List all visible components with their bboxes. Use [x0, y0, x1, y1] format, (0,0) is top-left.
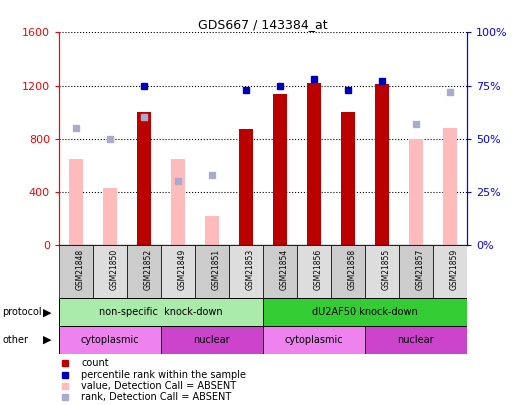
Bar: [229, 245, 263, 298]
Text: GSM21849: GSM21849: [178, 249, 187, 290]
Bar: [341, 112, 354, 245]
Text: count: count: [82, 358, 109, 369]
Text: GSM21851: GSM21851: [212, 249, 221, 290]
Text: dU2AF50 knock-down: dU2AF50 knock-down: [312, 307, 418, 317]
Bar: [331, 245, 365, 298]
Bar: [69, 159, 83, 245]
Bar: [263, 298, 467, 326]
Bar: [59, 298, 263, 326]
Text: GSM21857: GSM21857: [416, 249, 425, 290]
Text: other: other: [3, 335, 29, 345]
Text: value, Detection Call = ABSENT: value, Detection Call = ABSENT: [82, 381, 236, 391]
Bar: [93, 245, 127, 298]
Text: GSM21852: GSM21852: [144, 249, 153, 290]
Text: rank, Detection Call = ABSENT: rank, Detection Call = ABSENT: [82, 392, 232, 402]
Bar: [127, 245, 161, 298]
Text: cytoplasmic: cytoplasmic: [285, 335, 343, 345]
Text: nuclear: nuclear: [193, 335, 230, 345]
Bar: [137, 112, 151, 245]
Bar: [273, 94, 287, 245]
Text: protocol: protocol: [3, 307, 42, 317]
Bar: [195, 245, 229, 298]
Text: GSM21850: GSM21850: [110, 249, 119, 290]
Bar: [297, 245, 331, 298]
Text: GSM21854: GSM21854: [280, 249, 289, 290]
Bar: [263, 245, 297, 298]
Bar: [103, 188, 117, 245]
Bar: [307, 83, 321, 245]
Bar: [365, 245, 399, 298]
Bar: [375, 84, 389, 245]
Bar: [433, 245, 467, 298]
Bar: [399, 245, 433, 298]
Bar: [239, 130, 253, 245]
Bar: [59, 245, 93, 298]
Text: GSM21855: GSM21855: [382, 249, 391, 290]
Text: ▶: ▶: [43, 307, 51, 317]
Bar: [409, 139, 423, 245]
Bar: [443, 128, 457, 245]
Title: GDS667 / 143384_at: GDS667 / 143384_at: [198, 18, 328, 31]
Bar: [161, 245, 195, 298]
Text: GSM21853: GSM21853: [246, 249, 255, 290]
Bar: [205, 216, 219, 245]
Text: GSM21859: GSM21859: [450, 249, 459, 290]
Bar: [59, 326, 161, 354]
Bar: [161, 326, 263, 354]
Text: percentile rank within the sample: percentile rank within the sample: [82, 370, 246, 379]
Text: GSM21858: GSM21858: [348, 249, 357, 290]
Text: nuclear: nuclear: [398, 335, 434, 345]
Text: non-specific  knock-down: non-specific knock-down: [99, 307, 223, 317]
Bar: [171, 159, 185, 245]
Text: GSM21856: GSM21856: [314, 249, 323, 290]
Text: ▶: ▶: [43, 335, 51, 345]
Text: GSM21848: GSM21848: [76, 249, 85, 290]
Text: cytoplasmic: cytoplasmic: [81, 335, 140, 345]
Bar: [365, 326, 467, 354]
Bar: [263, 326, 365, 354]
